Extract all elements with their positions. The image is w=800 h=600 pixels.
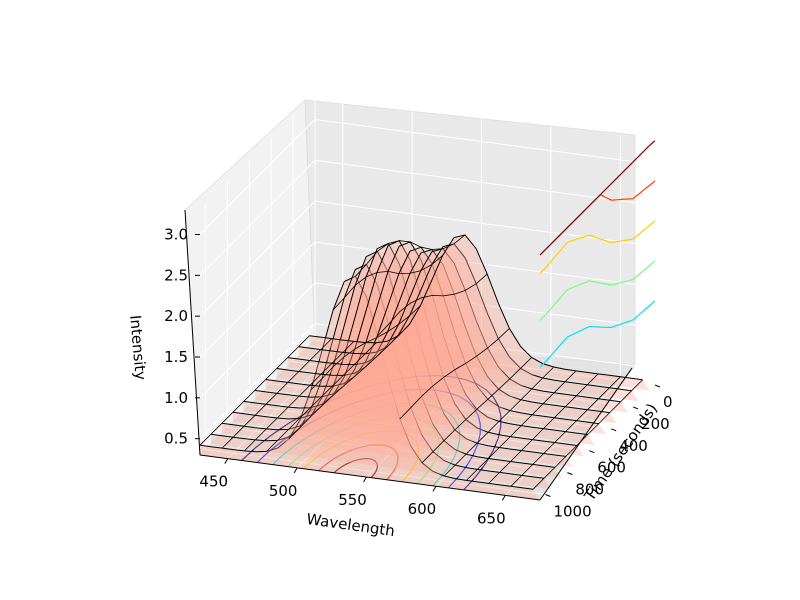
contour-line (333, 457, 379, 479)
surface-column-line (488, 373, 599, 484)
surface-row-line (276, 248, 610, 414)
axis-lines (184, 209, 633, 501)
surface-column-line (355, 234, 466, 277)
surface-fill (298, 243, 639, 402)
surface-column-line (399, 328, 510, 420)
y-tick-label: 0 (663, 393, 673, 411)
y-tick-label: 400 (619, 437, 648, 455)
surface-column-line (310, 305, 421, 391)
x-axis-line (199, 454, 541, 501)
surface-column-line (377, 273, 488, 337)
x-tick-label: 650 (477, 509, 506, 527)
z-axis-ticks: 0.5 1.0 1.5 2.0 2.5 3.0 (164, 226, 200, 448)
surface-fill (309, 234, 650, 391)
surface-fill (287, 248, 628, 413)
x-tick-mark (224, 458, 229, 464)
wall-curve (539, 260, 656, 321)
surface-fill (221, 251, 562, 479)
surface-column-line (266, 342, 377, 452)
y-axis-ticks: 0 200 400 600 800 1000 (545, 384, 673, 521)
surface-row-line (243, 240, 577, 446)
surface-row-line (298, 243, 632, 392)
x-axis-ticks: 450 500 550 600 650 (199, 458, 506, 527)
y-gridline (204, 204, 546, 496)
y-gridline (292, 116, 634, 408)
y-tick-mark (632, 406, 639, 410)
surface-row-line (210, 263, 545, 479)
contour-line (272, 402, 461, 487)
z-axis-line (184, 209, 201, 456)
x-tick-mark (293, 467, 298, 474)
x-tick-label: 450 (199, 473, 228, 491)
y-tick-label: 600 (597, 459, 626, 477)
surface-fill (243, 240, 584, 457)
surface-fill (276, 249, 617, 424)
surface-fill (200, 276, 540, 500)
x-tick-mark (432, 485, 437, 492)
wall-curve (539, 140, 656, 256)
surface-column-line (199, 335, 310, 446)
wall-curve (539, 220, 656, 274)
y-gridline (248, 160, 590, 452)
z-tick-label: 2.5 (164, 266, 188, 284)
surface-column-line (332, 254, 443, 311)
contour-line (318, 444, 399, 481)
y-tick-mark (545, 494, 551, 497)
contour-line (287, 416, 440, 485)
surface-column-line (510, 376, 621, 487)
z-axis-label: Intensity (126, 314, 150, 381)
surface-column-line (421, 357, 532, 464)
y-tick-label: 200 (641, 415, 670, 433)
axes-panes (184, 99, 636, 501)
surface-fill (254, 241, 595, 446)
surface-fill (232, 243, 573, 468)
contour-line (302, 430, 420, 483)
y-tick-mark (567, 472, 573, 476)
surface-column-line (288, 335, 399, 440)
y-axis-line (539, 367, 633, 501)
y-gridline (314, 95, 656, 386)
x-tick-mark (501, 495, 506, 501)
z-tick-label: 2.0 (164, 307, 188, 325)
y-tick-mark (611, 428, 617, 432)
x-tick-label: 500 (269, 482, 298, 500)
surface-row-line (287, 248, 621, 403)
y-tick-label: 800 (575, 481, 604, 499)
wall-projection-curves (539, 140, 656, 368)
surface-row-line (199, 275, 534, 490)
gridlines (199, 95, 656, 496)
x-tick-label: 550 (338, 491, 367, 509)
y-tick-label: 1000 (553, 503, 591, 521)
surface-column-line (443, 366, 555, 477)
surface-row-line (221, 250, 556, 468)
x-axis-label: Wavelength (305, 510, 396, 540)
z-tick-label: 3.0 (164, 226, 188, 244)
surface-wireframe (199, 234, 650, 500)
y-tick-mark (589, 450, 595, 454)
z-tick-label: 1.5 (164, 348, 188, 366)
surface-column-line (244, 341, 355, 452)
surface-row-line (309, 234, 643, 381)
z-tick-label: 1.0 (164, 389, 188, 407)
surface-column-line (221, 338, 332, 449)
surface-row-line (232, 242, 566, 457)
x-tick-label: 600 (408, 500, 437, 518)
wall-curve (539, 300, 656, 368)
x-tick-mark (363, 476, 367, 483)
y-gridline (270, 138, 612, 430)
surface-fill (265, 247, 606, 435)
surface-column-line (466, 370, 577, 481)
y-tick-mark (654, 384, 661, 388)
surface-column-line (532, 379, 643, 490)
surface-fill (211, 264, 551, 489)
z-tick-label: 0.5 (164, 430, 188, 448)
surface-row-line (254, 241, 588, 435)
contour-line (241, 374, 502, 491)
